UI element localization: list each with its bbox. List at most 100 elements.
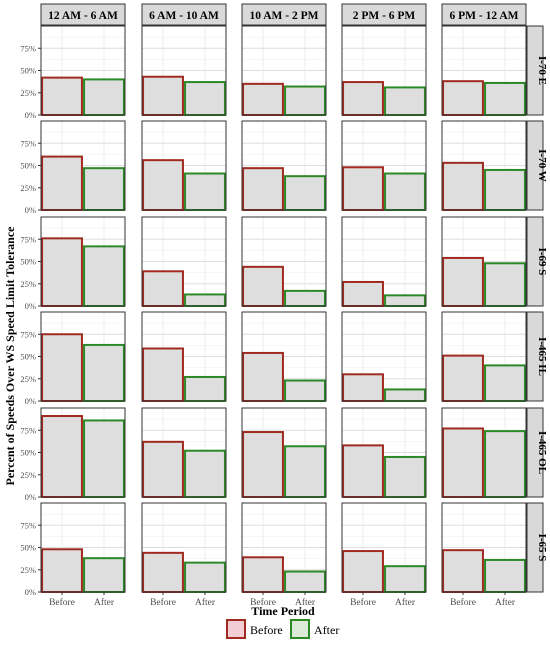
bar-after [83, 245, 125, 307]
panel-i-65-s-6-pm-12-am [441, 502, 527, 594]
bar-before [342, 373, 384, 402]
column-strip-label: 2 PM - 6 PM [353, 10, 416, 22]
bar-before [142, 270, 184, 308]
panel-border [441, 216, 527, 307]
bar-before [142, 551, 184, 594]
bar-before [442, 256, 484, 308]
row-strip-label: I-70 W [536, 149, 548, 182]
y-tick-label: 0% [25, 492, 36, 502]
bar-before [142, 440, 184, 499]
y-tick-label: 75% [20, 329, 36, 339]
y-tick-label: 75% [20, 234, 36, 244]
panel-i-465-il-6-pm-12-am [441, 311, 527, 402]
row-strip-label: I-65 S [536, 534, 548, 562]
y-tick-label: 50% [20, 161, 36, 171]
panel-i-465-ol-6-am-10-am [141, 407, 227, 499]
bar-after [184, 449, 226, 498]
bar-before [41, 76, 83, 117]
panel-i-465-il-12-am-6-am [40, 311, 126, 402]
bar-before [242, 431, 284, 498]
panel-border [141, 407, 227, 498]
y-tick-label: 25% [20, 374, 36, 384]
panel-border [441, 407, 527, 498]
panel-i-70-e-10-am-2-pm [241, 25, 327, 116]
column-strip-6-am-10-am [141, 3, 227, 26]
y-axes: 0% 25% 50% 75% 0% 25% 50% 75% 0% 25% 50% 75% 0% 25% 50… [20, 43, 41, 597]
column-strip-12-am-6-am [40, 3, 126, 26]
bar-after [184, 375, 226, 403]
column-strip-2-pm-6-pm [341, 3, 427, 26]
bar-after [284, 289, 326, 307]
bar-after [384, 86, 426, 117]
panel-border [341, 120, 427, 211]
x-tick-label-after: After [395, 597, 416, 608]
panel-border [141, 311, 227, 402]
bar-after [484, 262, 526, 307]
panel-border [341, 502, 427, 593]
panel-border [441, 25, 527, 116]
panel-i-69-s-2-pm-6-pm [341, 216, 427, 308]
bar-after [83, 78, 125, 116]
bar-after [184, 81, 226, 116]
panel-border [241, 216, 327, 307]
panel-border [241, 25, 327, 116]
bar-after [284, 379, 326, 402]
bar-before [41, 415, 83, 499]
y-tick-label: 25% [20, 565, 36, 575]
y-tick-label: 0% [25, 301, 36, 311]
bar-after [184, 293, 226, 307]
y-tick-label: 0% [25, 110, 36, 120]
bar-after [284, 85, 326, 116]
panel-i-70-w-10-am-2-pm [241, 120, 327, 211]
panel-i-69-s-10-am-2-pm [241, 216, 327, 307]
bar-before [242, 167, 284, 211]
y-tick-label: 0% [25, 396, 36, 406]
bar-after [83, 343, 125, 402]
x-tick-label-after: After [295, 597, 316, 608]
bar-before [442, 161, 484, 211]
y-tick-label: 50% [20, 448, 36, 458]
bar-after [384, 388, 426, 402]
panel-i-69-s-12-am-6-am [40, 216, 126, 307]
panel-i-465-ol-6-pm-12-am [441, 407, 527, 499]
row-strip-i-65-s [526, 502, 544, 593]
x-axes: Before After Before After Before After Before A… [49, 592, 516, 608]
bar-before [442, 80, 484, 116]
x-axis-title: Time Period [251, 604, 315, 618]
y-tick-label: 50% [20, 352, 36, 362]
panel-border [241, 407, 327, 498]
bar-after [284, 175, 326, 211]
panel-border [141, 120, 227, 211]
facet-strips: 12 AM - 6 AM 6 AM - 10 AM 10 AM - 2 PM 2 PM… [40, 3, 548, 593]
bar-after [284, 445, 326, 498]
bar-after [83, 557, 125, 593]
legend: Before After [226, 619, 339, 639]
row-strip-i-465-il [526, 311, 544, 402]
legend-key-before [226, 619, 246, 639]
row-strip-i-70-e [526, 25, 544, 116]
panel-i-70-e-12-am-6-am [40, 25, 126, 117]
bar-after [384, 172, 426, 211]
panel-i-70-w-2-pm-6-pm [341, 120, 427, 211]
panel-i-70-e-6-am-10-am [141, 25, 227, 117]
panel-i-70-w-6-am-10-am [141, 120, 227, 212]
panel-border [341, 216, 427, 307]
panel-border [341, 407, 427, 498]
panel-i-69-s-6-pm-12-am [441, 216, 527, 308]
y-tick-label: 75% [20, 520, 36, 530]
legend-label-after: After [314, 623, 339, 637]
bar-after [184, 172, 226, 211]
panel-border [241, 311, 327, 402]
bar-before [242, 351, 284, 403]
y-tick-label: 50% [20, 66, 36, 76]
bar-before [442, 354, 484, 402]
bar-after [484, 168, 526, 211]
y-tick-label: 25% [20, 470, 36, 480]
x-tick-label-before: Before [350, 597, 376, 608]
column-strip-label: 10 AM - 2 PM [250, 10, 319, 22]
bar-before [342, 81, 384, 116]
panel-i-465-il-2-pm-6-pm [341, 311, 427, 402]
bar-before [41, 548, 83, 594]
bar-before [242, 82, 284, 116]
